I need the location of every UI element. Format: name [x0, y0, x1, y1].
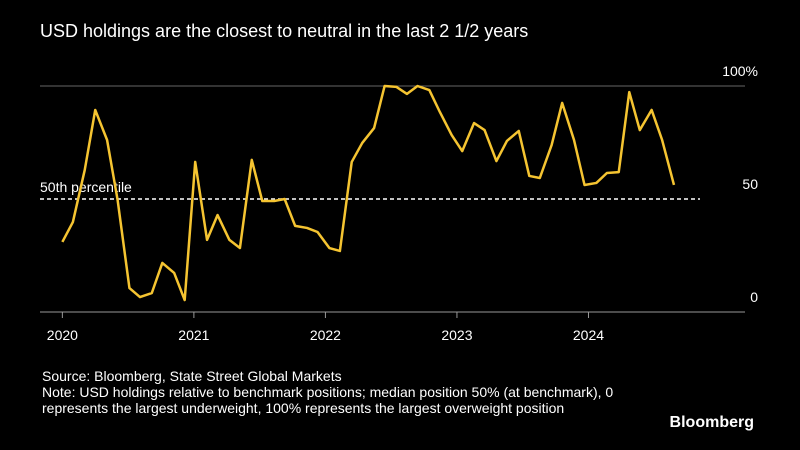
chart-title: USD holdings are the closest to neutral … [40, 21, 528, 41]
footer: Source: Bloomberg, State Street Global M… [42, 368, 642, 416]
y-tick-label: 0 [750, 289, 758, 305]
chart: USD holdings are the closest to neutral … [40, 21, 758, 343]
x-tick-label: 2022 [310, 327, 341, 343]
reference-label: 50th percentile [40, 179, 132, 195]
x-tick-label: 2023 [441, 327, 472, 343]
brand: Bloomberg [669, 414, 754, 431]
note: Note: USD holdings relative to benchmark… [42, 384, 614, 416]
x-tick-label: 2024 [573, 327, 604, 343]
x-tick-label: 2021 [178, 327, 209, 343]
y-tick-label: 100% [722, 63, 758, 79]
data-line [61, 84, 676, 302]
y-tick-label: 50 [742, 176, 758, 192]
x-tick-label: 2020 [47, 327, 78, 343]
source: Source: Bloomberg, State Street Global M… [42, 368, 342, 384]
